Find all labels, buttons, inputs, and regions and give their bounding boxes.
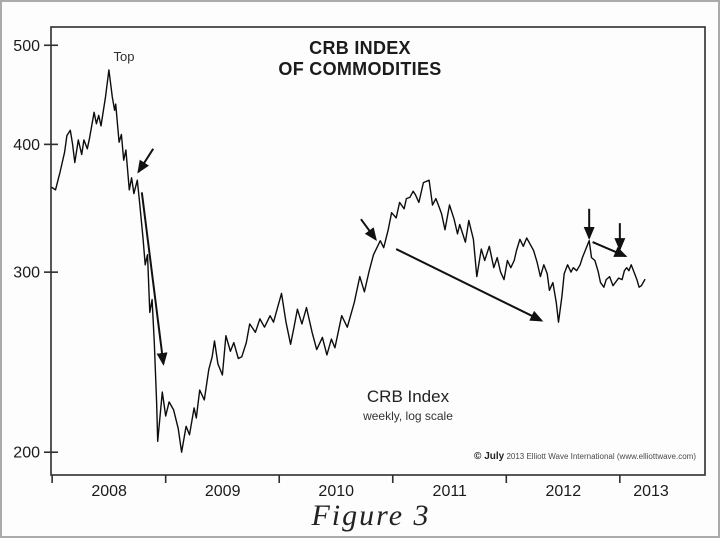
chart-title: CRB INDEX OF COMMODITIES	[240, 38, 480, 80]
x-tick-label: 2011	[433, 483, 468, 500]
decline-start-arrow	[137, 148, 155, 174]
2011-decline-arrow	[395, 248, 544, 322]
x-tick-label: 2009	[205, 483, 241, 500]
price-line	[51, 69, 646, 453]
chart-title-line1: CRB INDEX	[309, 38, 411, 58]
copyright-text: 2013 Elliott Wave International (www.ell…	[506, 452, 696, 461]
series-label-block: CRB Index weekly, log scale	[318, 387, 498, 423]
x-tick-label: 2010	[318, 483, 354, 500]
figure-caption: Figure 3	[311, 499, 431, 532]
copyright-notice: © July 2013 Elliott Wave International (…	[474, 451, 696, 462]
plot-frame	[50, 26, 706, 476]
series-label: CRB Index	[366, 387, 450, 406]
peak-top-annotation: Top	[113, 49, 135, 64]
y-tick-label: 200	[13, 445, 40, 462]
x-tick-label: 2008	[91, 483, 127, 500]
x-tick-label: 2012	[546, 483, 582, 500]
y-tick-label: 400	[13, 137, 40, 154]
copyright-month: © July	[474, 451, 505, 462]
2010-peak-arrow	[360, 218, 377, 241]
series-sublabel: weekly, log scale	[363, 409, 453, 423]
chart-title-line2: OF COMMODITIES	[278, 59, 442, 79]
crash-trend-arrow	[140, 192, 168, 366]
y-tick-label: 300	[13, 265, 40, 282]
2012-decline-arrow	[592, 241, 628, 258]
y-tick-label: 500	[13, 38, 40, 55]
x-tick-label: 2013	[633, 483, 669, 500]
